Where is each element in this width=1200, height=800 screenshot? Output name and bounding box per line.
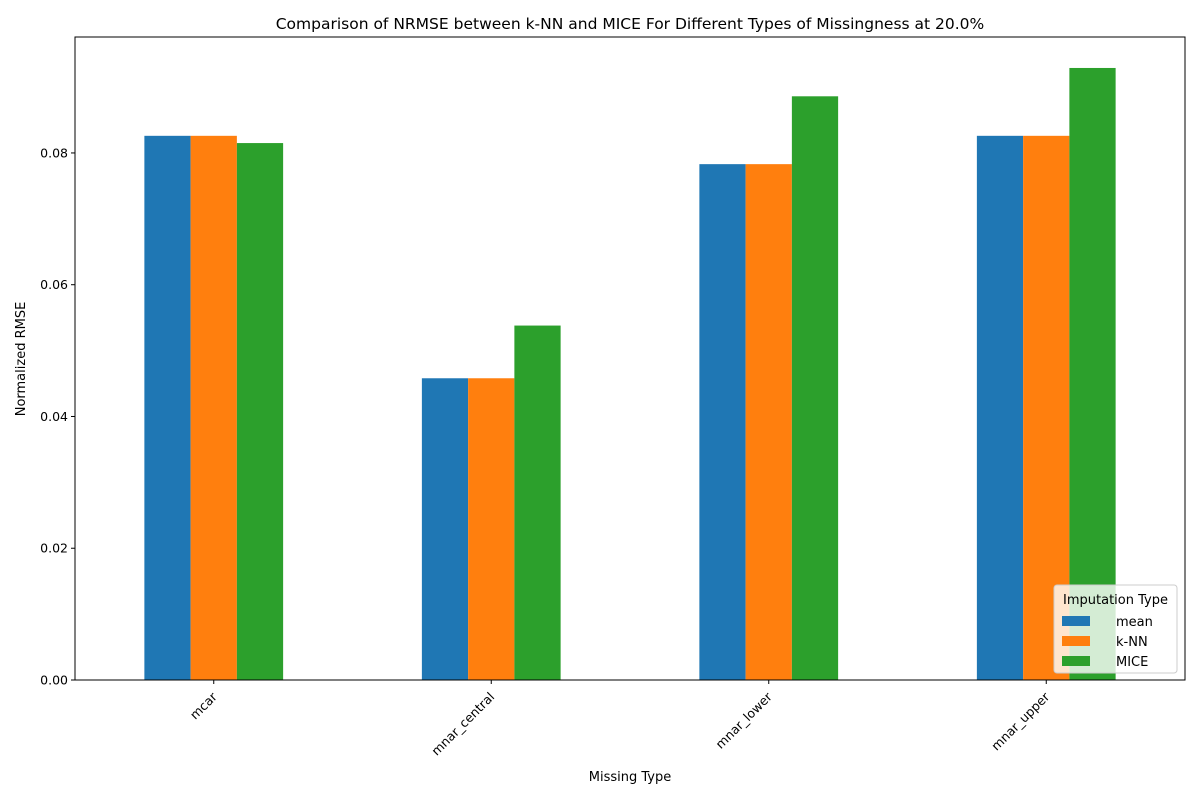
y-axis: 0.00 0.02 0.04 0.06 0.08 (40, 145, 75, 688)
y-axis-label: Normalized RMSE (14, 302, 29, 417)
legend-swatch (1062, 636, 1090, 646)
bar-k-nn-mnar-lower (745, 164, 792, 680)
legend: Imputation Type mean k-NN MICE (1053, 584, 1178, 674)
plot-area (74, 36, 1186, 681)
bar-mice-mnar-lower (791, 96, 839, 680)
legend-swatch (1062, 656, 1090, 666)
bar-mice-mcar (236, 143, 284, 680)
legend-title: Imputation Type (1063, 593, 1168, 608)
x-axis: mcar mnar_central mnar_lower mnar_upper (187, 680, 1053, 758)
x-tick-label: mcar (187, 689, 221, 723)
legend-swatch (1062, 616, 1090, 626)
x-tick-label: mnar_central (428, 689, 497, 758)
plot-frame (74, 36, 1186, 681)
bar-mice-mnar-upper (1069, 67, 1116, 681)
bar-mean-mcar (144, 135, 191, 680)
y-tick-label: 0.00 (40, 673, 68, 688)
bar-k-nn-mnar-central (468, 378, 515, 680)
x-axis-label: Missing Type (589, 770, 671, 785)
legend-box (1053, 584, 1178, 674)
y-tick-label: 0.08 (40, 145, 68, 160)
bar-mice-mnar-central (514, 325, 561, 680)
bar-mean-mnar-upper (976, 135, 1024, 680)
chart-title: Comparison of NRMSE between k-NN and MIC… (276, 15, 985, 33)
legend-entry: MICE (1116, 655, 1148, 670)
y-tick-label: 0.04 (40, 409, 68, 424)
x-tick-label: mnar_lower (712, 689, 775, 752)
y-tick-label: 0.06 (40, 277, 68, 292)
legend-entry: mean (1116, 615, 1153, 630)
legend-entry: k-NN (1116, 635, 1148, 650)
bar-mean-mnar-central (421, 378, 469, 680)
bar-mean-mnar-lower (699, 164, 746, 680)
y-tick-label: 0.02 (40, 541, 68, 556)
x-tick-label: mnar_upper (988, 689, 1053, 754)
bar-k-nn-mcar (190, 135, 237, 680)
